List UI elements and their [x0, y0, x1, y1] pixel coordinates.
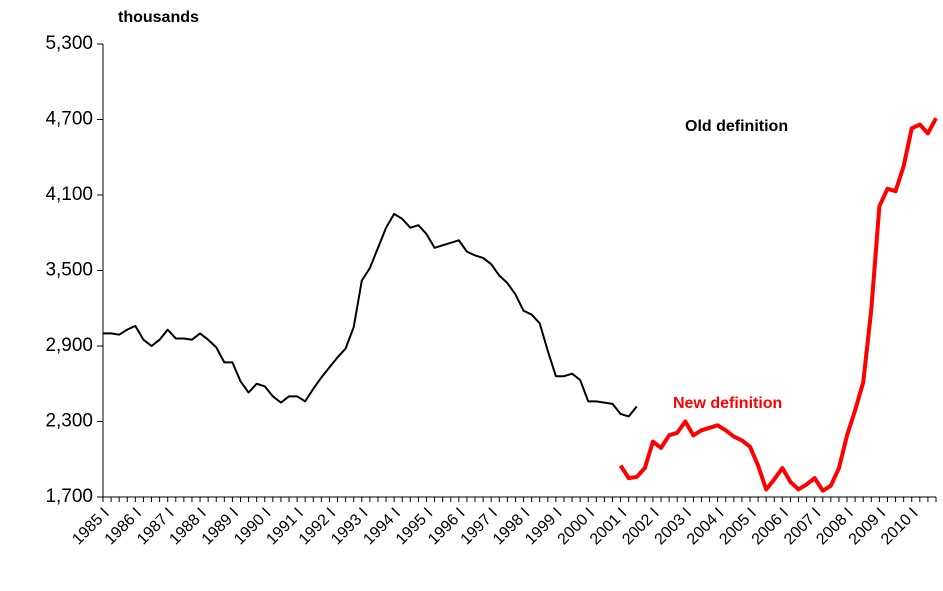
y-tick-label: 4,700 [45, 109, 93, 130]
y-tick-label: 5,300 [45, 33, 93, 54]
y-tick-label: 3,500 [45, 260, 93, 281]
line-series [103, 212, 638, 418]
line-series [618, 117, 938, 493]
y-axis-label: thousands [118, 9, 199, 26]
y-tick-label: 2,900 [45, 335, 93, 356]
annotation: Old definition [685, 118, 788, 135]
y-tick-label: 2,300 [45, 411, 93, 432]
x-tick-label: 2010 I [878, 505, 921, 548]
annotation: New definition [673, 395, 782, 412]
y-tick-label: 1,700 [45, 486, 93, 507]
y-tick-label: 4,100 [45, 184, 93, 205]
